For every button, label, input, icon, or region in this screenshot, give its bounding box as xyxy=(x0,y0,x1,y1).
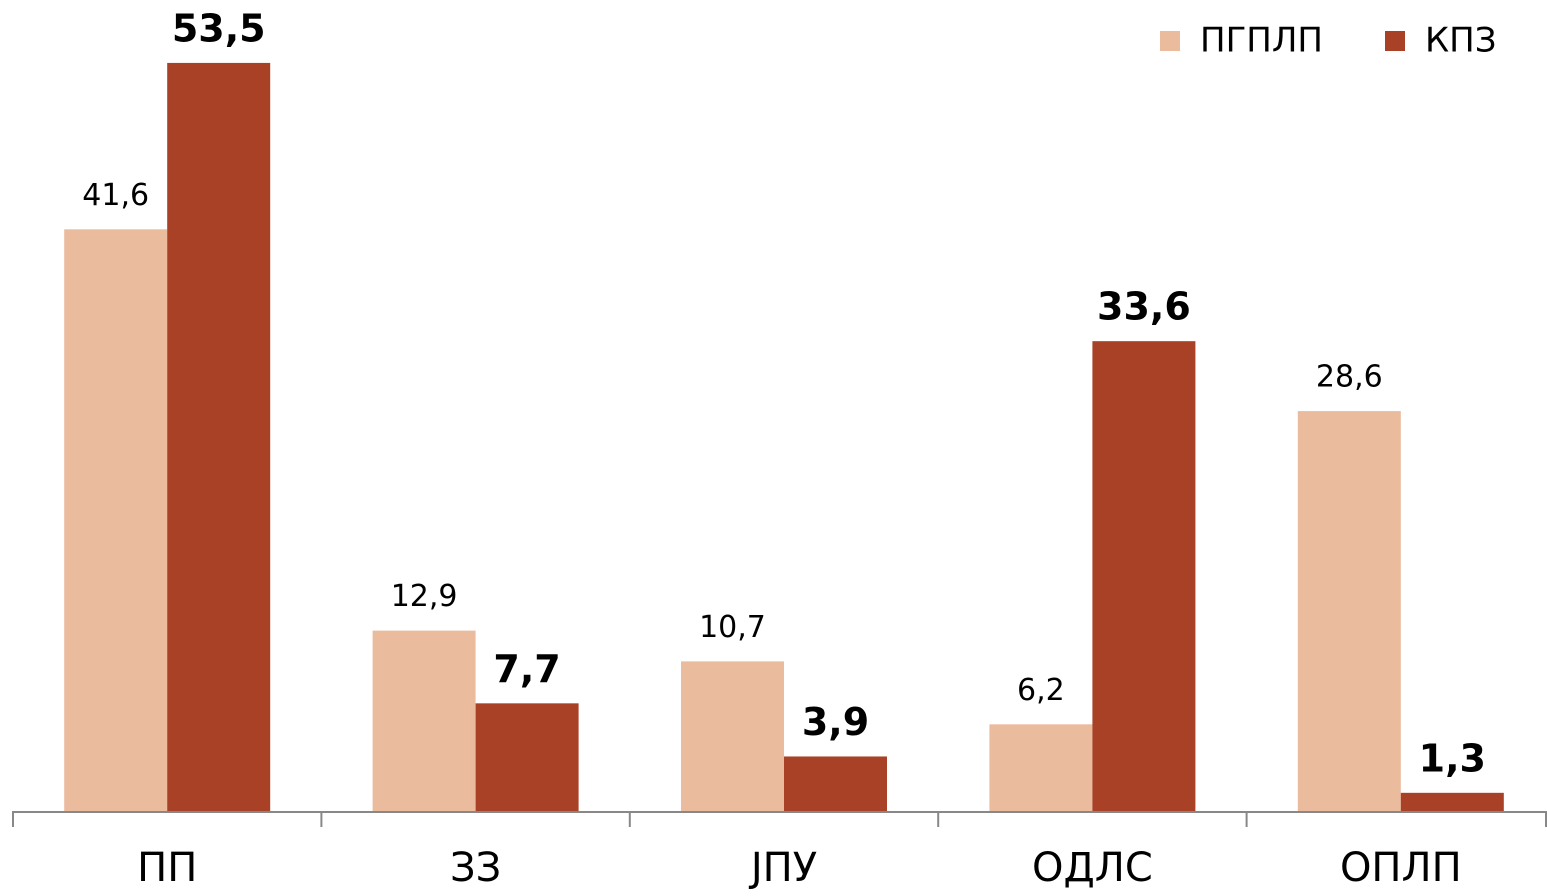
bar xyxy=(64,229,168,811)
data-label: 41,6 xyxy=(82,178,149,213)
bar xyxy=(1092,341,1196,811)
x-tick-label: ПП xyxy=(137,845,197,891)
bar xyxy=(1400,792,1504,811)
x-tick-label: ЈПУ xyxy=(748,845,817,891)
data-label: 3,9 xyxy=(802,700,869,744)
data-label: 12,9 xyxy=(391,579,458,614)
bar xyxy=(475,703,579,811)
legend-swatch xyxy=(1385,31,1405,51)
legend-label: КПЗ xyxy=(1425,21,1497,61)
x-tick-label: ЗЗ xyxy=(450,845,501,891)
data-label: 6,2 xyxy=(1017,673,1065,708)
bar xyxy=(1297,411,1401,811)
bar xyxy=(784,756,887,811)
bar xyxy=(372,630,476,811)
data-label: 10,7 xyxy=(699,610,766,645)
x-tick-label: ОДЛС xyxy=(1032,845,1153,891)
x-tick-label: ОПЛП xyxy=(1340,845,1462,891)
data-label: 28,6 xyxy=(1316,360,1383,395)
bar xyxy=(989,724,1093,811)
data-label: 7,7 xyxy=(493,647,560,691)
legend-swatch xyxy=(1160,31,1180,51)
data-label: 1,3 xyxy=(1419,736,1486,780)
bar xyxy=(681,661,784,811)
data-label: 33,6 xyxy=(1097,285,1191,329)
data-label: 53,5 xyxy=(172,6,266,50)
bar xyxy=(167,62,271,811)
legend-label: ПГПЛП xyxy=(1200,21,1323,61)
